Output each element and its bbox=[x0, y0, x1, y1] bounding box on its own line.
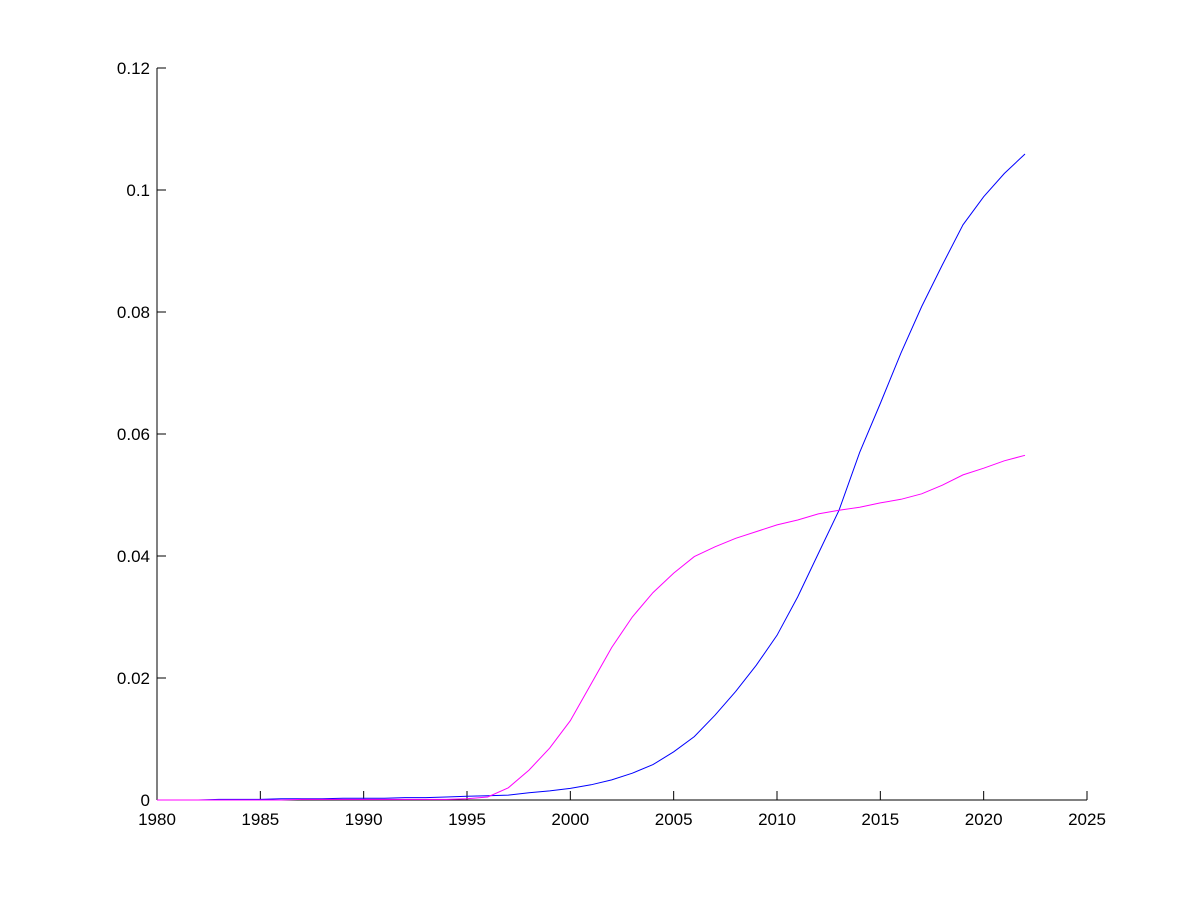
y-tick-label: 0.04 bbox=[117, 547, 150, 566]
x-tick-label: 2005 bbox=[655, 810, 693, 829]
x-tick-label: 2015 bbox=[861, 810, 899, 829]
x-tick-label: 2010 bbox=[758, 810, 796, 829]
x-tick-label: 1990 bbox=[345, 810, 383, 829]
axes: 1980 1985 1990 1995 2000 2005 2010 2015 2020 2025… bbox=[117, 59, 1106, 829]
x-tick-label: 2020 bbox=[965, 810, 1003, 829]
x-tick-label: 1980 bbox=[138, 810, 176, 829]
x-tick-label: 2000 bbox=[551, 810, 589, 829]
x-tick-label: 2025 bbox=[1068, 810, 1106, 829]
y-tick-label: 0.08 bbox=[117, 303, 150, 322]
series-lines bbox=[157, 153, 1026, 801]
y-tick-label: 0.06 bbox=[117, 425, 150, 444]
y-tick-label: 0.02 bbox=[117, 669, 150, 688]
series-line-1 bbox=[157, 153, 1026, 801]
series-line-2 bbox=[157, 454, 1026, 801]
y-tick-label: 0 bbox=[141, 791, 150, 810]
y-tick-label: 0.12 bbox=[117, 59, 150, 78]
x-tick-label: 1985 bbox=[241, 810, 279, 829]
y-tick-label: 0.1 bbox=[126, 181, 150, 200]
x-tick-label: 1995 bbox=[448, 810, 486, 829]
